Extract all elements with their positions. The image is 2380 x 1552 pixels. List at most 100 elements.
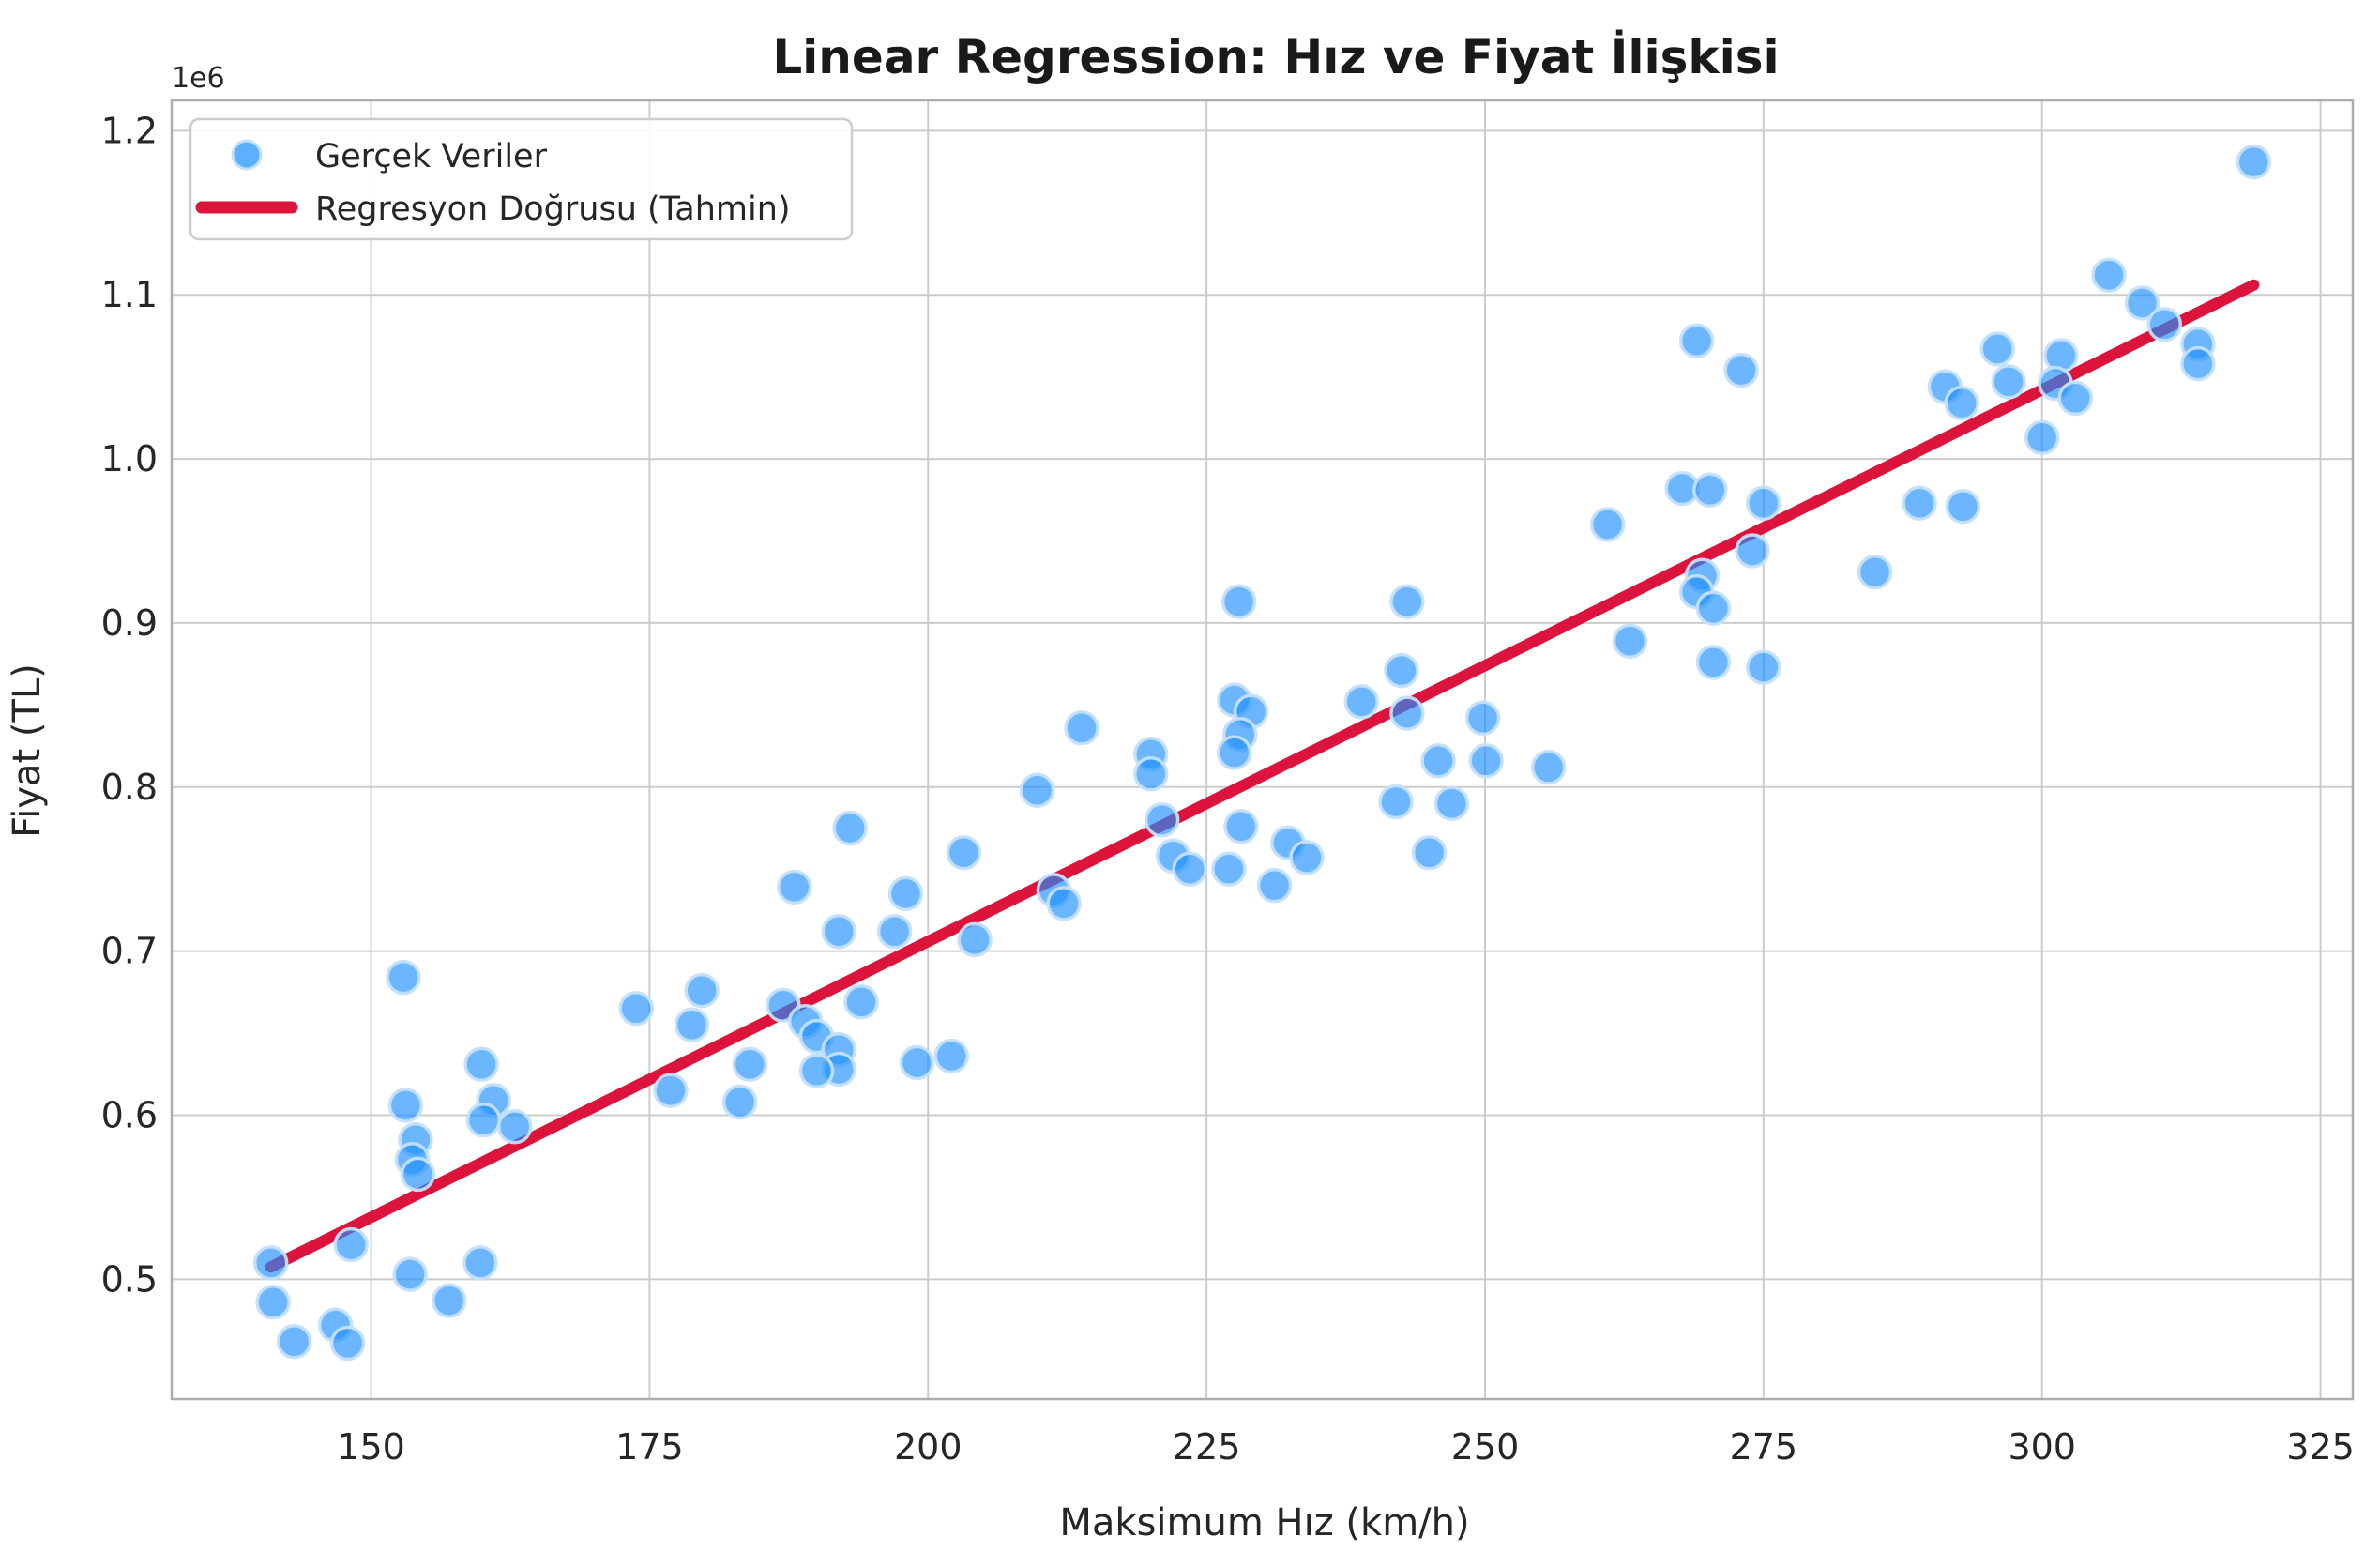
scatter-point	[1692, 472, 1728, 509]
scatter-point	[276, 1324, 312, 1360]
scatter-point	[684, 972, 720, 1009]
legend-label-scatter: Gerçek Veriler	[315, 138, 548, 175]
x-tick-label: 225	[1173, 1426, 1241, 1468]
scatter-point	[618, 991, 654, 1027]
scatter-point	[1172, 851, 1208, 887]
scatter-point	[1695, 590, 1732, 626]
scatter-point	[2091, 257, 2127, 293]
y-axis-label: Fiyat (TL)	[6, 663, 49, 838]
grid-lines	[172, 100, 2353, 1399]
y-tick-labels: 0.5 0.6 0.7 0.8 0.9 1.0 1.1 1.2	[101, 110, 158, 1300]
scatter-point	[431, 1283, 467, 1318]
x-tick-label: 300	[2008, 1426, 2076, 1468]
scatter-point	[1612, 623, 1648, 659]
scatter-point	[1289, 840, 1325, 875]
scatter-point	[1746, 485, 1781, 522]
y-tick-label: 0.7	[101, 931, 158, 972]
axes-spines	[170, 99, 2355, 1401]
scatter-point	[333, 1226, 369, 1263]
scatter-point	[887, 875, 924, 912]
y-tick-label: 0.8	[101, 767, 158, 808]
x-tick-label: 150	[337, 1426, 405, 1468]
y-tick-label: 1.1	[101, 274, 158, 315]
x-tick-label: 275	[1730, 1426, 1798, 1468]
scatter-point	[876, 913, 913, 950]
scatter-point	[1468, 743, 1504, 779]
x-tick-label: 175	[615, 1426, 684, 1468]
scatter-point	[1046, 886, 1082, 921]
scatter-point	[1433, 785, 1470, 822]
scatter-point	[386, 959, 421, 996]
scatter-point	[1343, 684, 1379, 720]
scatter-point	[1420, 743, 1456, 779]
scatter-point	[1991, 364, 2026, 400]
scatter-point	[1144, 802, 1180, 838]
scatter-point	[1945, 489, 1981, 525]
x-tick-label: 250	[1451, 1426, 1520, 1468]
scatter-point	[329, 1325, 366, 1362]
scatter-point	[1220, 584, 1257, 619]
scatter-point	[1211, 851, 1247, 887]
scatter-point	[1464, 700, 1501, 737]
y-tick-label: 1.2	[101, 110, 158, 151]
scatter-point	[1217, 735, 1252, 770]
scatter-point	[1256, 867, 1293, 904]
scatter-point	[400, 1156, 436, 1193]
x-tick-labels: 150 175 200 225 250 275 300 325	[337, 1426, 2355, 1468]
legend: Gerçek Veriler Regresyon Doğrusu (Tahmin…	[189, 117, 854, 241]
scatter-point	[255, 1285, 291, 1320]
scatter-series	[252, 144, 2272, 1362]
scatter-point	[2146, 306, 2183, 342]
scatter-point	[1979, 331, 2015, 367]
scatter-point	[732, 1046, 768, 1083]
legend-label-line: Regresyon Doğrusu (Tahmin)	[315, 190, 791, 228]
y-tick-label: 1.0	[101, 438, 158, 479]
scatter-point	[462, 1245, 498, 1281]
scatter-point	[2180, 345, 2216, 382]
scatter-point	[2124, 285, 2160, 321]
x-tick-label: 325	[2286, 1426, 2355, 1468]
legend-box	[189, 117, 854, 241]
scatter-point	[821, 913, 857, 950]
scatter-point	[1064, 710, 1099, 746]
scatter-point	[653, 1073, 689, 1109]
scatter-point	[1019, 772, 1055, 809]
y-axis-offset-multiplier: 1e6	[172, 62, 225, 95]
scatter-point	[946, 834, 982, 871]
scatter-point	[465, 1102, 502, 1138]
scatter-point	[252, 1245, 289, 1281]
chart-title: Linear Regression: Hız ve Fiyat İlişkisi	[772, 30, 1779, 84]
scatter-point	[843, 984, 879, 1020]
scatter-point	[1902, 485, 1937, 522]
scatter-point	[2057, 380, 2094, 417]
scatter-point	[1723, 352, 1759, 388]
scatter-point	[1944, 385, 1979, 421]
scatter-point	[2024, 419, 2060, 456]
x-tick-label: 200	[894, 1426, 963, 1468]
scatter-point	[674, 1007, 710, 1043]
scatter-point	[1735, 533, 1770, 569]
scatter-point	[1530, 750, 1567, 785]
scatter-point	[933, 1038, 969, 1074]
scatter-point	[777, 869, 812, 905]
scatter-point	[1389, 695, 1425, 731]
scatter-point	[721, 1084, 758, 1120]
scatter-point	[1857, 554, 1893, 590]
scatter-point	[1746, 649, 1781, 685]
scatter-point	[496, 1108, 533, 1145]
scatter-point	[798, 1053, 835, 1089]
scatter-point	[1133, 756, 1169, 792]
scatter-point	[1223, 808, 1259, 844]
regression-line-series	[265, 279, 2260, 1273]
x-axis-label: Maksimum Hız (km/h)	[1059, 1501, 1469, 1544]
scatter-point	[463, 1046, 499, 1083]
y-tick-label: 0.9	[101, 602, 158, 644]
scatter-point	[387, 1088, 424, 1123]
y-tick-label: 0.6	[101, 1094, 158, 1135]
scatter-legend-marker-icon	[231, 139, 263, 171]
regression-line	[265, 279, 2260, 1273]
scatter-point	[1378, 784, 1414, 820]
scatter-point	[2236, 144, 2272, 180]
